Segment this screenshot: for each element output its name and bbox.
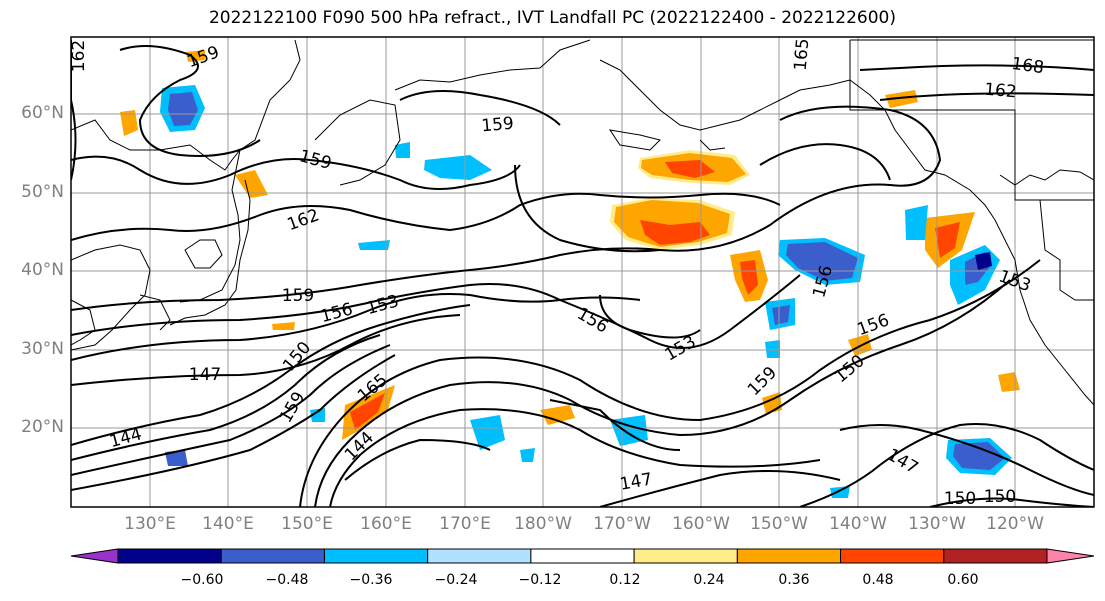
colorbar-tick-label: −0.48	[265, 572, 309, 588]
contour-label: 162	[69, 40, 89, 72]
lon-label: 170°W	[593, 514, 651, 534]
contour-label: 150	[944, 489, 976, 509]
contour-label: 165	[791, 38, 814, 72]
lon-label: 140°W	[829, 514, 887, 534]
map-title: 2022122100 F090 500 hPa refract., IVT La…	[208, 8, 896, 28]
contour-label: 162	[983, 80, 1017, 103]
refractivity-contours	[71, 40, 1094, 507]
contour-label: 162	[285, 205, 322, 235]
colorbar-segment	[633, 548, 738, 564]
lon-label: 140°E	[202, 514, 254, 534]
colorbar-segment	[943, 548, 1048, 564]
colorbar-extend-max	[1046, 548, 1095, 564]
lon-label: 160°W	[672, 514, 730, 534]
colorbar-segment	[117, 548, 222, 564]
contour-label: 159	[297, 146, 334, 174]
lon-label: 170°E	[439, 514, 491, 534]
colorbar-tick-label: −0.60	[180, 572, 224, 588]
colorbar-tick-label: −0.12	[518, 572, 562, 588]
contour-label: 147	[618, 469, 653, 494]
lat-label: 20°N	[21, 417, 64, 437]
ivt-pc-shading	[120, 50, 1020, 498]
colorbar	[70, 548, 1095, 564]
contour-label: 156	[318, 299, 355, 327]
lat-label: 60°N	[21, 103, 64, 123]
colorbar-tick-label: 0.48	[862, 572, 894, 588]
lon-label: 130°W	[908, 514, 966, 534]
lat-label: 40°N	[21, 260, 64, 280]
colorbar-segment	[840, 548, 945, 564]
contour-label: 147	[883, 445, 921, 479]
contour-label: 156	[855, 310, 892, 340]
colorbar-segment	[323, 548, 429, 564]
contour-label: 159	[481, 114, 515, 137]
lat-label: 30°N	[21, 339, 64, 359]
colorbar-tick-label: −0.24	[434, 572, 478, 588]
colorbar-tick-label: −0.36	[349, 572, 393, 588]
lon-label: 150°W	[750, 514, 808, 534]
lat-label: 50°N	[21, 182, 64, 202]
colorbar-segment	[736, 548, 842, 564]
contour-labels: 162 159 165 168 162 159 159 162 159 156 …	[69, 38, 1045, 509]
colorbar-extend-min	[70, 548, 119, 564]
colorbar-segment	[427, 548, 532, 564]
lon-label: 150°E	[281, 514, 333, 534]
lon-label: 160°E	[360, 514, 412, 534]
lon-label: 130°E	[124, 514, 176, 534]
colorbar-tick-label: 0.12	[609, 572, 641, 588]
contour-label: 168	[1010, 54, 1045, 78]
contour-label: 156	[573, 304, 611, 338]
contour-label: 153	[364, 291, 401, 319]
coastlines	[71, 39, 1094, 406]
contour-label: 150	[984, 487, 1016, 507]
lon-label: 120°W	[986, 514, 1044, 534]
contour-label: 147	[189, 365, 221, 385]
contour-label: 159	[282, 286, 314, 306]
contour-label: 159	[185, 42, 222, 72]
colorbar-tick-label: 0.24	[693, 572, 725, 588]
contour-label: 150	[831, 351, 869, 387]
map-frame	[70, 36, 1095, 508]
colorbar-segment	[530, 548, 635, 564]
colorbar-tick-label: 0.36	[778, 572, 810, 588]
colorbar-tick-label: 0.60	[947, 572, 979, 588]
colorbar-segment	[220, 548, 325, 564]
lon-label: 180°W	[514, 514, 572, 534]
